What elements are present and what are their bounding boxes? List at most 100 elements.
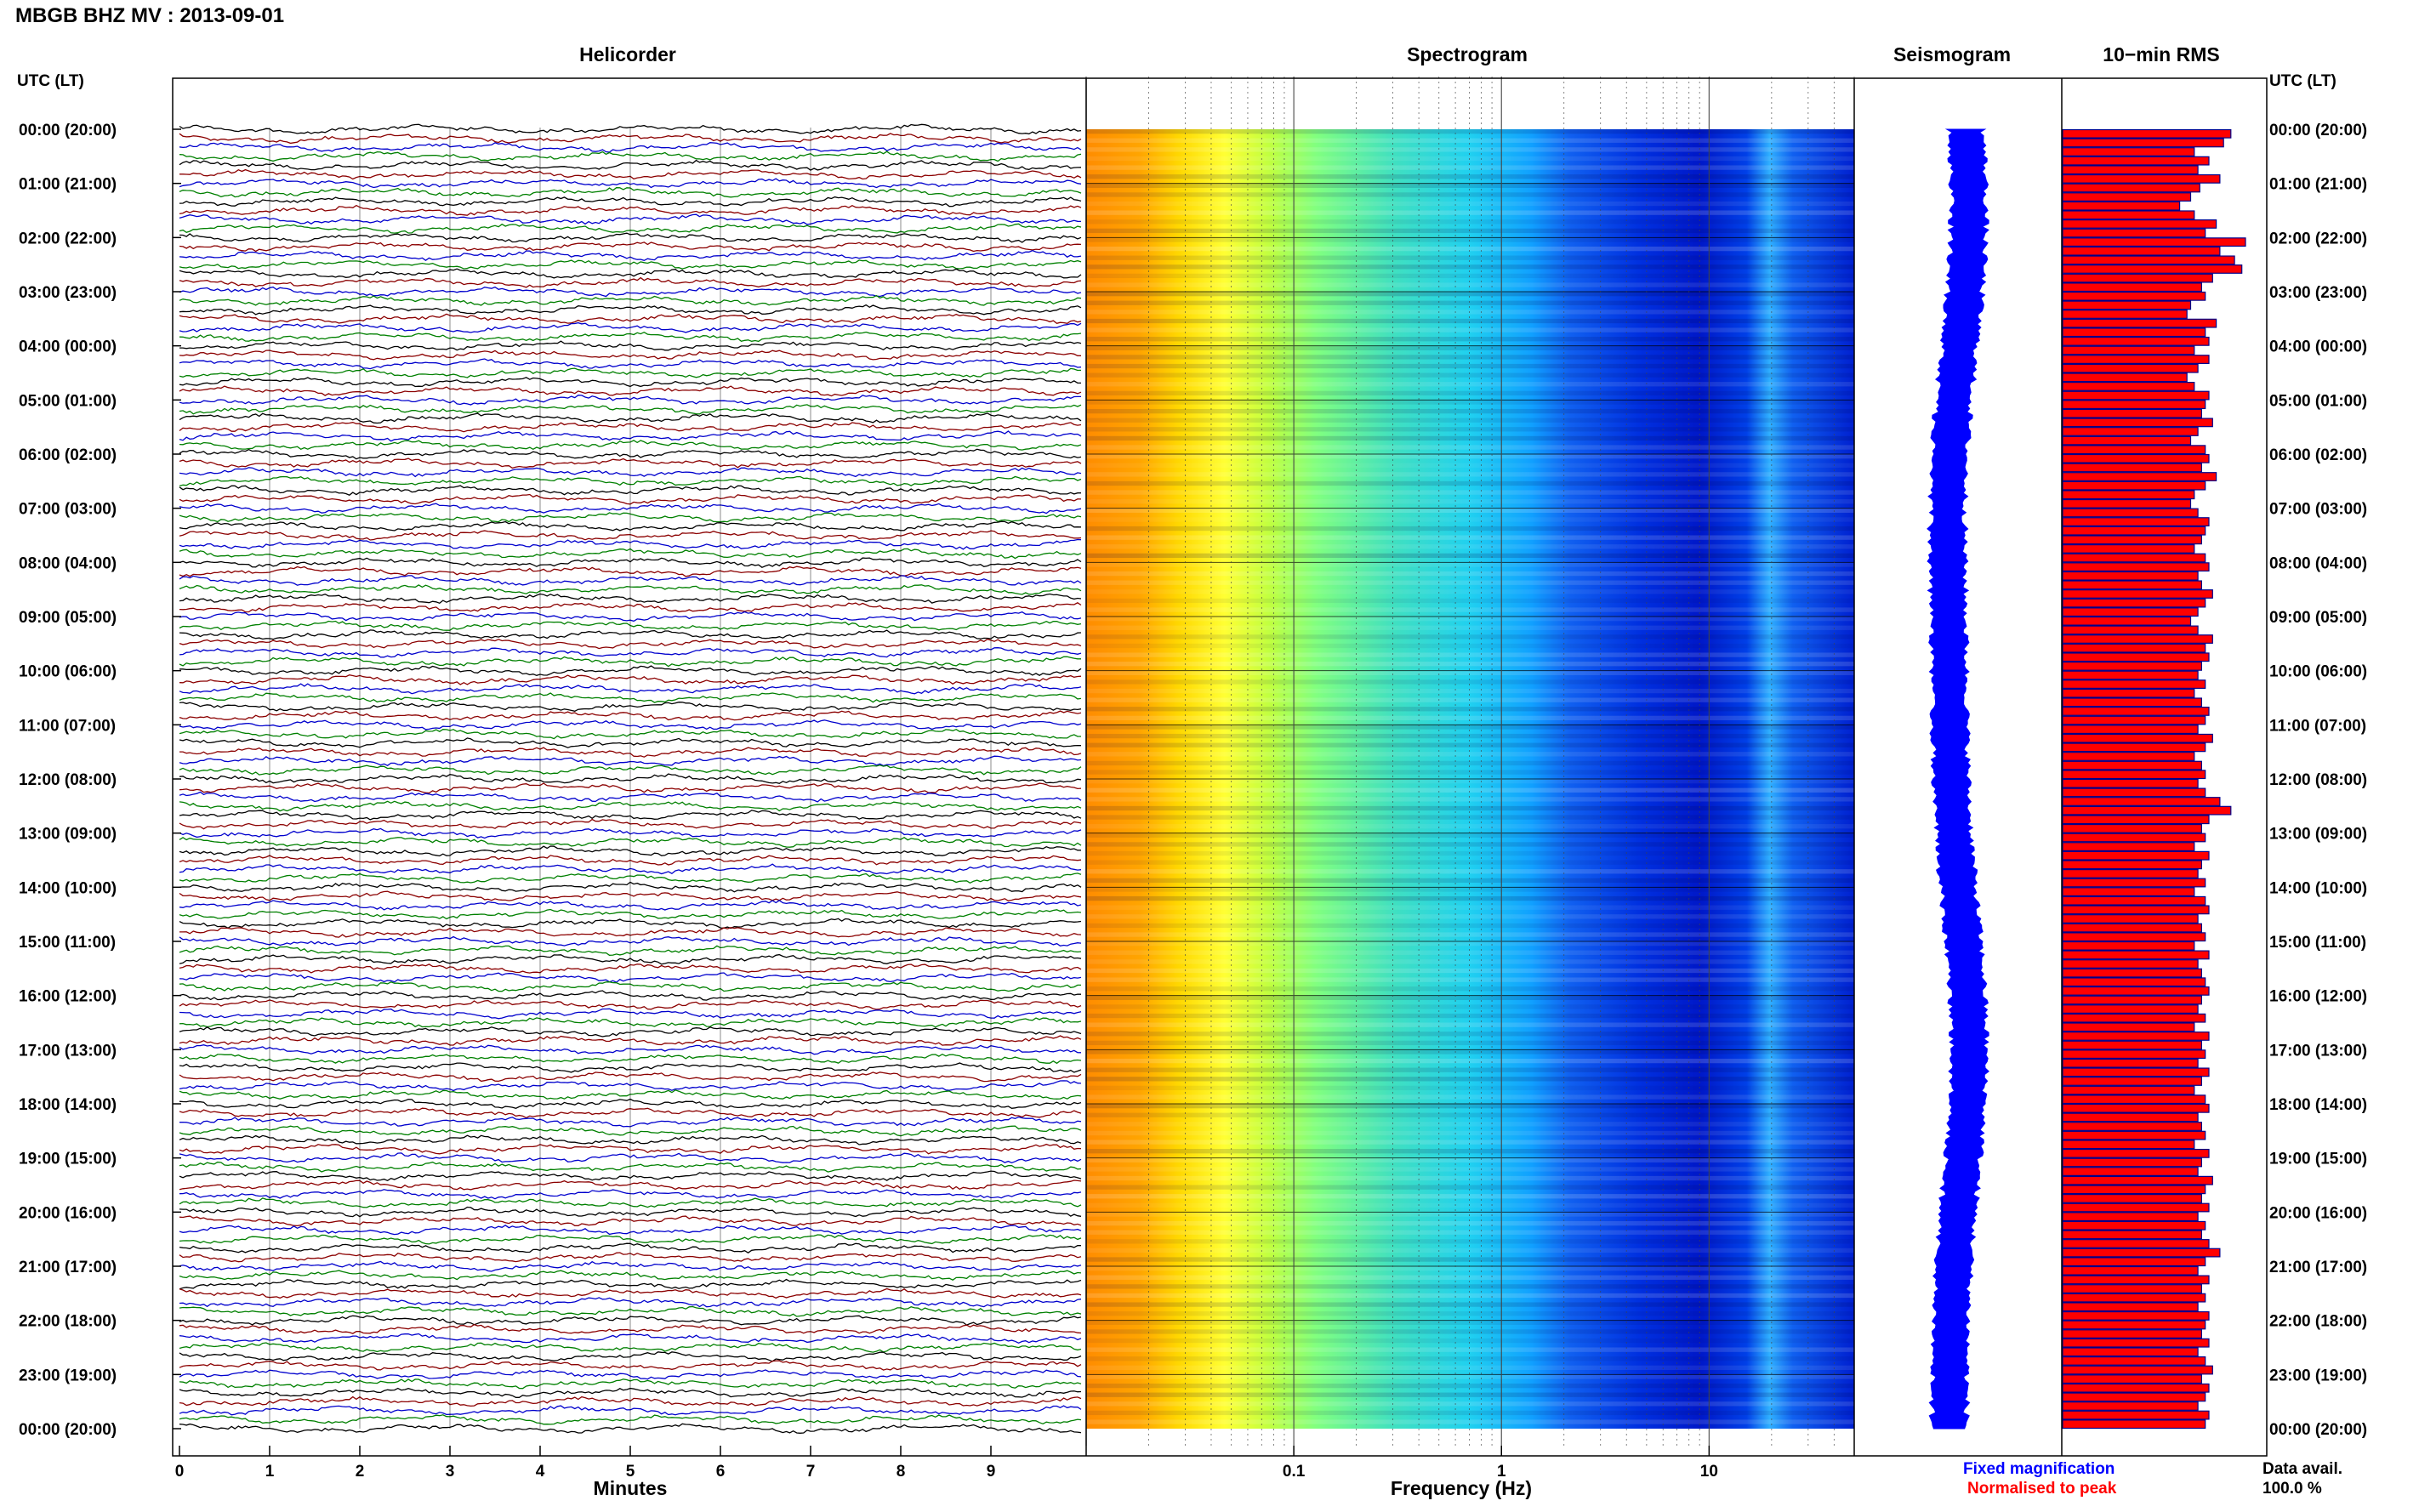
helicorder-trace	[179, 530, 1082, 541]
rms-bar	[2062, 760, 2202, 770]
rms-bar	[2062, 173, 2221, 184]
rms-bar	[2062, 1202, 2210, 1213]
time-axis-label-left: UTC (LT)	[17, 72, 84, 90]
spectrogram-row-texture	[1086, 490, 1854, 495]
rms-bar	[2062, 598, 2206, 608]
helicorder-trace	[179, 593, 1082, 605]
time-tick-label-right: 12:00 (08:00)	[2269, 771, 2367, 789]
helicorder-trace	[179, 719, 1082, 730]
rms-bar	[2062, 589, 2213, 599]
helicorder-trace	[179, 981, 1081, 992]
rms-bar	[2062, 1140, 2195, 1150]
spectrogram-row-texture	[1086, 1248, 1854, 1253]
helicorder-trace	[179, 908, 1082, 920]
helicorder-trace	[179, 674, 1082, 685]
rms-bar	[2062, 670, 2199, 680]
spectrogram-row-texture	[1086, 1040, 1854, 1046]
spectrogram-panel-title: Spectrogram	[1407, 43, 1528, 65]
time-tick-label-left: 23:00 (19:00)	[19, 1367, 117, 1384]
time-tick-label-right: 23:00 (19:00)	[2269, 1367, 2367, 1384]
helicorder-trace	[179, 1252, 1082, 1263]
rms-bar	[2062, 300, 2192, 310]
spectrogram-row-texture	[1086, 1122, 1854, 1127]
helicorder-trace	[179, 232, 1082, 243]
rms-bar	[2062, 1185, 2206, 1195]
spectrogram-row-texture	[1086, 327, 1854, 333]
time-tick-label-right: 07:00 (03:00)	[2269, 501, 2367, 519]
spectrogram-row-texture	[1086, 1230, 1854, 1235]
helicorder-trace	[179, 1323, 1082, 1334]
helicorder-trace	[179, 765, 1082, 776]
rms-bar	[2062, 526, 2206, 536]
frequency-tick-label: 10	[1700, 1463, 1718, 1481]
spectrogram-row-texture	[1086, 869, 1854, 874]
figure-title: MBGB BHZ MV : 2013-09-01	[15, 4, 284, 27]
seismogram-trace	[1927, 128, 1989, 1430]
spectrogram-row-texture	[1086, 688, 1854, 694]
spectrogram-row-texture	[1086, 887, 1854, 892]
spectrogram-row-texture	[1086, 310, 1854, 315]
time-tick-label-right: 21:00 (17:00)	[2269, 1259, 2367, 1276]
rms-bar	[2062, 833, 2206, 843]
helicorder-trace	[179, 1369, 1082, 1380]
time-tick-label-right: 02:00 (22:00)	[2269, 230, 2367, 247]
spectrogram-row-texture	[1086, 219, 1854, 225]
helicorder-trace	[179, 1152, 1082, 1163]
spectrogram-row-texture	[1086, 165, 1854, 170]
rms-bar	[2062, 418, 2213, 428]
rms-bar	[2062, 1004, 2199, 1014]
time-tick-label-right: 20:00 (16:00)	[2269, 1204, 2367, 1222]
spectrogram-row-texture	[1086, 390, 1854, 396]
time-tick-label-right: 13:00 (09:00)	[2269, 826, 2367, 844]
rms-bar	[2062, 1275, 2210, 1285]
rms-bar	[2062, 625, 2199, 635]
spectrogram-row-texture	[1086, 273, 1854, 279]
rms-bar	[2062, 797, 2221, 806]
helicorder-trace	[179, 168, 1082, 180]
spectrogram-row-texture	[1086, 878, 1854, 884]
spectrogram-row-texture	[1086, 210, 1854, 215]
spectrogram-row-texture	[1086, 643, 1854, 649]
rms-bar	[2062, 390, 2210, 401]
spectrogram-row-texture	[1086, 418, 1854, 423]
helicorder-trace	[179, 250, 1082, 262]
frequency-axis-label: Frequency (Hz)	[1391, 1477, 1532, 1499]
helicorder-trace	[179, 367, 1082, 378]
time-tick-label-left: 04:00 (00:00)	[19, 338, 117, 356]
spectrogram-row-texture	[1086, 1004, 1854, 1009]
rms-bar	[2062, 923, 2202, 933]
spectrogram-row-texture	[1086, 1383, 1854, 1389]
rms-bar	[2062, 823, 2202, 833]
minute-tick-label: 1	[265, 1463, 275, 1481]
spectrogram-row-texture	[1086, 670, 1854, 675]
helicorder-trace	[179, 1017, 1082, 1028]
rms-bar	[2062, 1094, 2206, 1105]
spectrogram-row-texture	[1086, 1220, 1854, 1226]
time-tick-label-right: 01:00 (21:00)	[2269, 176, 2367, 194]
helicorder-trace	[179, 782, 1082, 794]
rms-bar	[2062, 905, 2210, 915]
helicorder-trace	[179, 1351, 1082, 1362]
helicorder-trace	[179, 953, 1082, 965]
spectrogram-row-texture	[1086, 589, 1854, 594]
rms-bar	[2062, 427, 2199, 436]
helicorder-trace	[179, 945, 1082, 956]
rms-bar	[2062, 472, 2217, 481]
helicorder-trace	[179, 385, 1082, 397]
helicorder-trace	[179, 331, 1082, 343]
minute-tick-label: 7	[806, 1463, 816, 1481]
helicorder-trace	[179, 602, 1082, 613]
spectrogram-row-texture	[1086, 914, 1854, 919]
time-tick-label-right: 22:00 (18:00)	[2269, 1313, 2367, 1331]
helicorder-trace	[179, 692, 1082, 703]
helicorder-trace	[179, 773, 1082, 784]
helicorder-trace	[179, 972, 1082, 983]
time-tick-label-right: 04:00 (00:00)	[2269, 338, 2367, 356]
time-tick-label-right: 03:00 (23:00)	[2269, 284, 2367, 302]
rms-bar	[2062, 264, 2243, 274]
rms-bar	[2062, 1049, 2206, 1060]
rms-bar	[2062, 1032, 2210, 1041]
spectrogram-row-texture	[1086, 499, 1854, 504]
helicorder-trace	[179, 294, 1082, 306]
spectrogram-row-texture	[1086, 445, 1854, 450]
